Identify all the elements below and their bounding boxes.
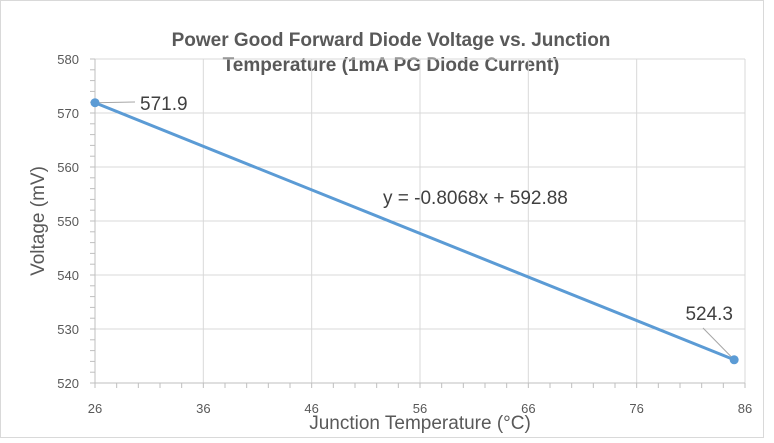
data-point	[90, 98, 100, 108]
data-label: 524.3	[685, 304, 733, 325]
leader-line	[94, 101, 136, 104]
y-tick-label: 520	[57, 376, 79, 391]
chart-title-line1: Power Good Forward Diode Voltage vs. Jun…	[172, 30, 611, 51]
y-axis-label: Voltage (mV)	[28, 166, 49, 276]
y-tick-label: 560	[57, 160, 79, 175]
y-tick-label: 570	[57, 106, 79, 121]
chart-frame	[0, 0, 764, 438]
y-tick-label: 530	[57, 322, 79, 337]
x-tick-label: 46	[304, 401, 318, 416]
series-line	[94, 101, 735, 362]
chart-title-line2: Temperature (1mA PG Diode Current)	[223, 55, 560, 76]
data-point	[729, 355, 739, 365]
x-tick-label: 76	[629, 401, 643, 416]
data-label: 571.9	[140, 94, 188, 115]
leader-line	[702, 327, 735, 361]
y-tick-label: 540	[57, 268, 79, 283]
x-axis-label: Junction Temperature (°C)	[309, 413, 531, 434]
trendline-equation: y = -0.8068x + 592.88	[383, 188, 568, 209]
y-tick-label: 580	[57, 52, 79, 67]
x-tick-label: 26	[88, 401, 102, 416]
x-tick-label: 66	[521, 401, 535, 416]
x-tick-label: 86	[738, 401, 752, 416]
x-tick-label: 56	[413, 401, 427, 416]
x-tick-label: 36	[196, 401, 210, 416]
y-tick-label: 550	[57, 214, 79, 229]
